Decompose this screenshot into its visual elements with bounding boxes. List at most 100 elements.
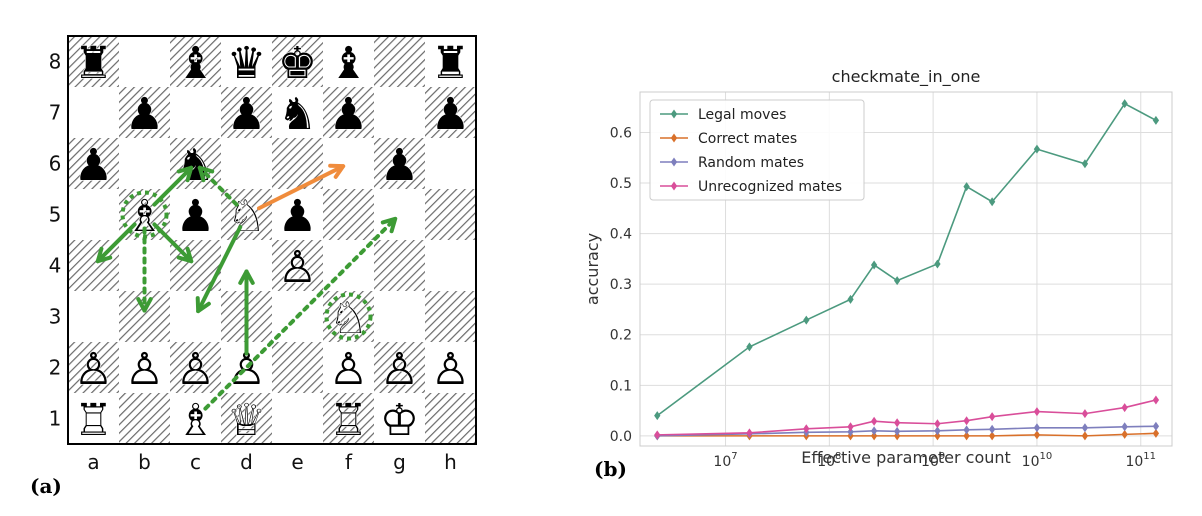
board-square-h8 bbox=[425, 36, 476, 87]
move-arrow-d5-c3 bbox=[195, 225, 243, 314]
legend-entry-correct-mates: Correct mates bbox=[660, 131, 797, 147]
file-label-e: e bbox=[291, 450, 303, 474]
legend-entry-unrecognized-mates: Unrecognized mates bbox=[660, 179, 842, 195]
black-rook-h8: ♜ bbox=[431, 38, 470, 89]
y-tick-label: 0.5 bbox=[610, 176, 632, 192]
board-square-a2 bbox=[68, 342, 119, 393]
series-layer bbox=[654, 99, 1160, 441]
white-rook-f1: ♖ bbox=[329, 395, 368, 446]
white-knight-d5: ♘ bbox=[227, 191, 266, 242]
board-square-a5 bbox=[68, 189, 119, 240]
data-point-random-mates bbox=[870, 426, 878, 436]
board-square-e8 bbox=[272, 36, 323, 87]
data-point-legal-moves bbox=[893, 276, 901, 286]
plot-frame bbox=[639, 91, 1173, 447]
data-point-unrecognized-mates bbox=[988, 412, 996, 422]
legend-label: Unrecognized mates bbox=[698, 179, 842, 195]
board-square-c5 bbox=[170, 189, 221, 240]
y-tick-label: 0.3 bbox=[610, 277, 632, 293]
file-label-a: a bbox=[87, 450, 99, 474]
data-point-random-mates bbox=[963, 425, 970, 435]
series-unrecognized-mates bbox=[654, 395, 1160, 440]
board-squares bbox=[68, 36, 476, 444]
white-pawn-g2: ♙ bbox=[380, 344, 419, 395]
white-king-g1: ♔ bbox=[380, 395, 419, 446]
data-point-unrecognized-mates bbox=[1152, 395, 1160, 405]
file-label-f: f bbox=[345, 450, 353, 474]
board-square-b1 bbox=[119, 393, 170, 444]
rank-label-2: 2 bbox=[49, 356, 62, 380]
data-point-legal-moves bbox=[988, 197, 996, 207]
board-square-g4 bbox=[374, 240, 425, 291]
board-square-f8 bbox=[323, 36, 374, 87]
data-point-correct-mates bbox=[963, 431, 970, 441]
board-square-d6 bbox=[221, 138, 272, 189]
data-point-unrecognized-mates bbox=[1033, 407, 1041, 417]
series-legal-moves bbox=[654, 99, 1160, 421]
board-square-c3 bbox=[170, 291, 221, 342]
board-square-e2 bbox=[272, 342, 323, 393]
white-pawn-c2: ♙ bbox=[176, 344, 215, 395]
data-point-random-mates bbox=[934, 426, 941, 436]
white-bishop-c1: ♗ bbox=[176, 395, 215, 446]
board-square-c2 bbox=[170, 342, 221, 393]
board-square-f3 bbox=[323, 291, 374, 342]
board-square-d7 bbox=[221, 87, 272, 138]
data-point-legal-moves bbox=[934, 259, 941, 269]
y-tick-label: 0.4 bbox=[610, 227, 632, 243]
rank-label-4: 4 bbox=[49, 254, 62, 278]
move-arrow-d5-f6 bbox=[257, 163, 346, 211]
data-point-legal-moves bbox=[1121, 99, 1128, 109]
legend-entry-random-mates: Random mates bbox=[660, 155, 804, 171]
rank-label-1: 1 bbox=[49, 407, 62, 431]
data-point-legal-moves bbox=[870, 260, 878, 270]
board-square-h4 bbox=[425, 240, 476, 291]
board-square-h6 bbox=[425, 138, 476, 189]
chart-title: checkmate_in_one bbox=[832, 67, 981, 87]
data-point-legal-moves bbox=[803, 315, 810, 325]
panel-a-label: (a) bbox=[30, 474, 62, 498]
rank-label-8: 8 bbox=[49, 50, 62, 74]
file-label-d: d bbox=[240, 450, 253, 474]
white-pawn-b2: ♙ bbox=[125, 344, 164, 395]
board-square-a7 bbox=[68, 87, 119, 138]
data-point-unrecognized-mates bbox=[1081, 409, 1089, 419]
board-square-e1 bbox=[272, 393, 323, 444]
board-arrows bbox=[95, 163, 398, 411]
white-pawn-h2: ♙ bbox=[431, 344, 470, 395]
data-point-unrecognized-mates bbox=[963, 416, 970, 426]
board-square-c7 bbox=[170, 87, 221, 138]
data-point-legal-moves bbox=[1152, 115, 1160, 125]
data-point-unrecognized-mates bbox=[847, 422, 854, 432]
board-square-h5 bbox=[425, 189, 476, 240]
black-pawn-h7: ♟ bbox=[431, 89, 470, 140]
data-point-legal-moves bbox=[963, 182, 970, 192]
board-square-d1 bbox=[221, 393, 272, 444]
black-pawn-b7: ♟ bbox=[125, 89, 164, 140]
x-tick-label: 109 bbox=[921, 451, 945, 470]
legend-entry-legal-moves: Legal moves bbox=[660, 107, 786, 123]
data-point-random-mates bbox=[893, 426, 901, 436]
data-point-unrecognized-mates bbox=[1121, 403, 1128, 413]
move-arrow-c1-g5 bbox=[203, 216, 398, 411]
white-pawn-e4: ♙ bbox=[278, 242, 317, 293]
board-square-g1 bbox=[374, 393, 425, 444]
data-point-correct-mates bbox=[1033, 430, 1041, 440]
legend: Legal moves Correct mates Random mates Unre… bbox=[649, 99, 865, 201]
black-pawn-e5: ♟ bbox=[278, 191, 317, 242]
move-arrow-b5-b3 bbox=[136, 226, 153, 313]
board-square-c8 bbox=[170, 36, 221, 87]
x-tick-labels: 107 108 109 1010 1011 bbox=[713, 451, 1156, 470]
black-bishop-f8: ♝ bbox=[329, 38, 368, 89]
board-square-h3 bbox=[425, 291, 476, 342]
black-queen-d8: ♛ bbox=[227, 38, 266, 89]
board-square-h2 bbox=[425, 342, 476, 393]
board-square-e4 bbox=[272, 240, 323, 291]
x-tick-label: 107 bbox=[713, 451, 737, 470]
board-square-f6 bbox=[323, 138, 374, 189]
data-point-correct-mates bbox=[870, 431, 878, 441]
data-point-legal-moves bbox=[1033, 144, 1041, 154]
board-square-d8 bbox=[221, 36, 272, 87]
